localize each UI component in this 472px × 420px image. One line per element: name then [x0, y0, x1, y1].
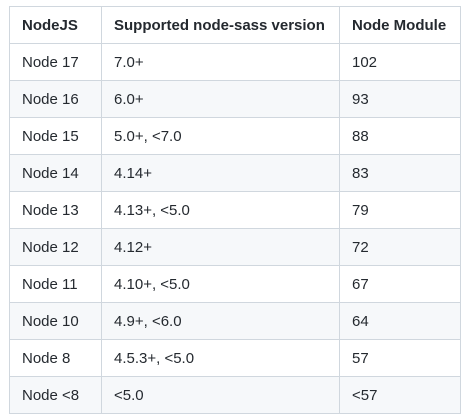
cell-sass-version: 5.0+, <7.0	[101, 117, 340, 155]
cell-sass-version: 4.5.3+, <5.0	[101, 339, 340, 377]
cell-sass-version: <5.0	[101, 376, 340, 414]
table-row: Node <8 <5.0 <57	[9, 376, 461, 414]
cell-sass-version: 4.10+, <5.0	[101, 265, 340, 303]
cell-node-module: 72	[339, 228, 461, 266]
cell-node-module: 67	[339, 265, 461, 303]
cell-nodejs: Node 12	[9, 228, 102, 266]
cell-nodejs: Node 15	[9, 117, 102, 155]
table-row: Node 13 4.13+, <5.0 79	[9, 191, 461, 229]
table-header-row: NodeJS Supported node-sass version Node …	[9, 6, 461, 44]
table-row: Node 15 5.0+, <7.0 88	[9, 117, 461, 155]
cell-node-module: 88	[339, 117, 461, 155]
cell-sass-version: 4.14+	[101, 154, 340, 192]
cell-nodejs: Node <8	[9, 376, 102, 414]
table-row: Node 10 4.9+, <6.0 64	[9, 302, 461, 340]
table-row: Node 14 4.14+ 83	[9, 154, 461, 192]
header-node-sass-version: Supported node-sass version	[101, 6, 340, 44]
cell-nodejs: Node 11	[9, 265, 102, 303]
cell-node-module: 79	[339, 191, 461, 229]
table-row: Node 11 4.10+, <5.0 67	[9, 265, 461, 303]
header-node-module: Node Module	[339, 6, 461, 44]
table-row: Node 17 7.0+ 102	[9, 43, 461, 81]
cell-nodejs: Node 8	[9, 339, 102, 377]
cell-node-module: 64	[339, 302, 461, 340]
cell-sass-version: 4.13+, <5.0	[101, 191, 340, 229]
compatibility-table: NodeJS Supported node-sass version Node …	[9, 6, 461, 414]
cell-sass-version: 4.9+, <6.0	[101, 302, 340, 340]
table-row: Node 12 4.12+ 72	[9, 228, 461, 266]
cell-sass-version: 6.0+	[101, 80, 340, 118]
cell-nodejs: Node 14	[9, 154, 102, 192]
cell-nodejs: Node 16	[9, 80, 102, 118]
header-nodejs: NodeJS	[9, 6, 102, 44]
cell-node-module: 93	[339, 80, 461, 118]
table-row: Node 16 6.0+ 93	[9, 80, 461, 118]
cell-node-module: 83	[339, 154, 461, 192]
cell-nodejs: Node 13	[9, 191, 102, 229]
cell-node-module: 102	[339, 43, 461, 81]
cell-sass-version: 4.12+	[101, 228, 340, 266]
cell-sass-version: 7.0+	[101, 43, 340, 81]
compatibility-table-container: NodeJS Supported node-sass version Node …	[9, 6, 461, 414]
cell-node-module: <57	[339, 376, 461, 414]
cell-nodejs: Node 10	[9, 302, 102, 340]
table-row: Node 8 4.5.3+, <5.0 57	[9, 339, 461, 377]
cell-node-module: 57	[339, 339, 461, 377]
cell-nodejs: Node 17	[9, 43, 102, 81]
